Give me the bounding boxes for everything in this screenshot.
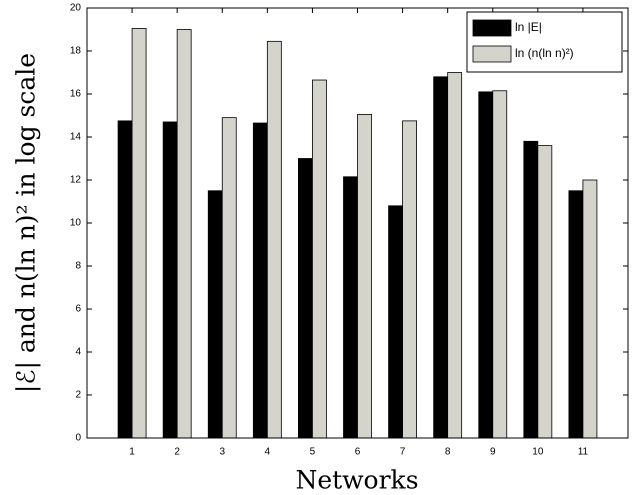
x-tick-label: 6 bbox=[355, 447, 361, 458]
bar bbox=[447, 72, 463, 439]
legend-label: ln |E| bbox=[515, 20, 542, 34]
y-tick-label: 2 bbox=[75, 390, 81, 401]
x-tick-label: 8 bbox=[445, 447, 451, 458]
bar bbox=[492, 90, 508, 439]
bar bbox=[402, 120, 417, 439]
y-tick-label: 0 bbox=[75, 433, 81, 444]
bar bbox=[252, 122, 268, 439]
x-tick-label: 11 bbox=[578, 447, 589, 458]
legend-swatch bbox=[472, 45, 512, 63]
x-tick-label: 4 bbox=[265, 447, 271, 458]
x-tick-label: 2 bbox=[174, 447, 180, 458]
x-tick-label: 7 bbox=[400, 447, 406, 458]
bar bbox=[582, 179, 598, 439]
x-tick-label: 3 bbox=[219, 447, 225, 458]
legend-label: ln (n(ln n)²) bbox=[515, 46, 574, 60]
bar bbox=[357, 114, 372, 439]
y-tick-label: 18 bbox=[70, 46, 82, 57]
bar bbox=[388, 205, 403, 439]
bar bbox=[478, 91, 494, 439]
bar bbox=[117, 120, 133, 439]
x-tick-label: 1 bbox=[129, 447, 135, 458]
y-tick-label: 14 bbox=[70, 132, 82, 143]
x-tick-label: 10 bbox=[532, 447, 544, 458]
bar bbox=[523, 140, 539, 439]
legend-swatch bbox=[472, 19, 512, 37]
bar bbox=[537, 145, 553, 439]
y-tick-label: 10 bbox=[70, 218, 82, 229]
bar bbox=[568, 190, 584, 439]
x-axis-label: Networks bbox=[295, 466, 418, 495]
plot-frame bbox=[86, 7, 629, 439]
bar bbox=[298, 158, 313, 439]
bar bbox=[176, 29, 192, 439]
y-tick-label: 16 bbox=[70, 89, 82, 100]
bar bbox=[207, 190, 223, 439]
bar bbox=[433, 76, 449, 439]
bar bbox=[221, 117, 237, 439]
x-tick-label: 9 bbox=[490, 447, 496, 458]
bar bbox=[312, 79, 327, 439]
y-tick-label: 12 bbox=[70, 175, 82, 186]
bar bbox=[266, 40, 282, 439]
y-tick-label: 20 bbox=[70, 3, 82, 14]
x-tick-label: 5 bbox=[310, 447, 316, 458]
bar bbox=[162, 121, 178, 439]
y-tick-label: 8 bbox=[75, 261, 81, 272]
y-axis-label: |ℰ| and n(ln n)² in log scale bbox=[12, 53, 42, 393]
y-tick-label: 4 bbox=[75, 347, 81, 358]
y-tick-label: 6 bbox=[75, 304, 81, 315]
bar bbox=[131, 28, 147, 439]
bar bbox=[343, 176, 358, 439]
